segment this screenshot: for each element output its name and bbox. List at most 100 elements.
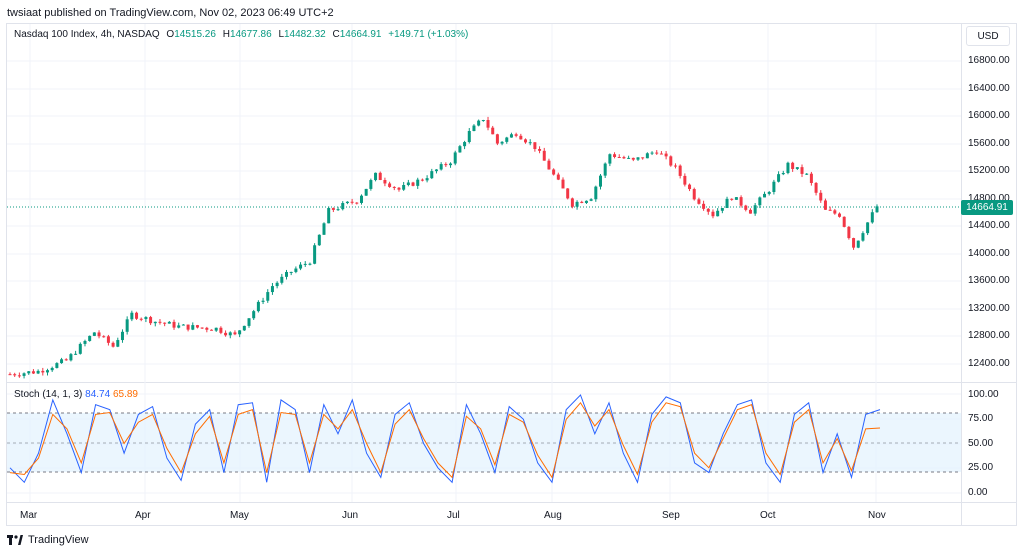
candle-body bbox=[41, 370, 45, 373]
candle-body bbox=[238, 330, 242, 335]
price-tick: 15600.00 bbox=[968, 138, 1010, 149]
candle-body bbox=[669, 156, 673, 166]
candle-body bbox=[261, 300, 265, 302]
candle-body bbox=[313, 245, 317, 264]
candle-body bbox=[533, 142, 537, 150]
candle-body bbox=[69, 354, 73, 361]
candle-body bbox=[683, 175, 687, 185]
candle-body bbox=[191, 325, 195, 330]
currency-button[interactable]: USD bbox=[966, 26, 1010, 46]
candle-body bbox=[617, 156, 621, 158]
candle-body bbox=[739, 197, 743, 206]
stoch-k-value: 84.74 bbox=[85, 389, 111, 400]
candle-body bbox=[655, 152, 659, 154]
candle-body bbox=[92, 332, 96, 336]
candle-body bbox=[378, 172, 382, 180]
candle-body bbox=[374, 172, 378, 181]
candle-body bbox=[870, 212, 874, 223]
candle-body bbox=[641, 157, 645, 159]
candle-body bbox=[463, 142, 467, 147]
candle-body bbox=[172, 321, 176, 328]
candle-body bbox=[341, 203, 345, 210]
price-tick: 12800.00 bbox=[968, 330, 1010, 341]
time-axis-separator bbox=[6, 502, 1017, 503]
candle-body bbox=[74, 353, 78, 355]
candle-body bbox=[102, 336, 106, 338]
price-tick: 16800.00 bbox=[968, 55, 1010, 66]
candle-body bbox=[120, 331, 124, 341]
candle-body bbox=[383, 179, 387, 184]
candle-body bbox=[805, 173, 809, 175]
footer[interactable]: TradingView bbox=[7, 534, 89, 546]
symbol-legend[interactable]: Nasdaq 100 Index, 4h, NASDAQ O14515.26 H… bbox=[14, 29, 468, 40]
candle-body bbox=[252, 311, 256, 319]
candle-body bbox=[758, 197, 762, 206]
candle-body bbox=[491, 127, 495, 135]
candle-body bbox=[730, 198, 734, 200]
candle-body bbox=[650, 152, 654, 154]
chart-frame bbox=[6, 23, 1017, 526]
candle-body bbox=[22, 373, 26, 376]
stoch-tick: 25.00 bbox=[968, 462, 994, 473]
time-tick: Apr bbox=[135, 510, 151, 521]
candle-body bbox=[149, 317, 153, 324]
high-value: 14677.86 bbox=[229, 29, 272, 40]
candle-body bbox=[111, 342, 115, 347]
price-tick: 14400.00 bbox=[968, 220, 1010, 231]
time-tick: Aug bbox=[544, 510, 562, 521]
time-tick: Jun bbox=[342, 510, 359, 521]
change-value: +149.71 (+1.03%) bbox=[388, 29, 469, 40]
candle-body bbox=[833, 210, 837, 214]
candle-body bbox=[584, 200, 588, 203]
candle-body bbox=[214, 327, 218, 331]
candle-body bbox=[167, 321, 171, 324]
candle-body bbox=[763, 193, 767, 198]
candle-body bbox=[144, 317, 148, 319]
candle-body bbox=[195, 325, 199, 328]
candle-body bbox=[580, 201, 584, 203]
candle-body bbox=[106, 336, 110, 343]
candle-body bbox=[181, 324, 185, 326]
candle-body bbox=[336, 209, 340, 211]
candle-body bbox=[458, 146, 462, 153]
candle-body bbox=[280, 276, 284, 283]
candle-body bbox=[228, 332, 232, 336]
candle-body bbox=[866, 222, 870, 234]
candle-body bbox=[509, 134, 513, 138]
candle-body bbox=[17, 375, 21, 377]
candle-body bbox=[439, 164, 443, 170]
candle-body bbox=[725, 198, 729, 209]
candle-body bbox=[828, 209, 832, 211]
candle-body bbox=[795, 167, 799, 169]
candle-body bbox=[711, 211, 715, 217]
candle-body bbox=[556, 174, 560, 180]
stoch-legend[interactable]: Stoch (14, 1, 3) 84.74 65.89 bbox=[14, 389, 138, 400]
candle-body bbox=[608, 154, 612, 164]
candle-body bbox=[524, 139, 528, 143]
stoch-tick: 50.00 bbox=[968, 438, 994, 449]
candle-body bbox=[861, 233, 865, 241]
candle-body bbox=[411, 182, 415, 186]
candle-body bbox=[242, 325, 246, 331]
time-tick: Sep bbox=[662, 510, 680, 521]
candle-body bbox=[186, 324, 190, 330]
candle-body bbox=[786, 162, 790, 174]
low-label: L bbox=[278, 29, 284, 40]
candle-body bbox=[800, 167, 804, 174]
candle-body bbox=[467, 130, 471, 143]
candle-body bbox=[224, 332, 228, 336]
candle-body bbox=[519, 135, 523, 140]
candle-body bbox=[130, 312, 134, 320]
candle-body bbox=[355, 202, 359, 204]
stoch-d-value: 65.89 bbox=[112, 389, 138, 400]
candle-body bbox=[116, 340, 120, 347]
candle-body bbox=[538, 149, 542, 151]
stoch-tick: 0.00 bbox=[968, 487, 988, 498]
candle-body bbox=[27, 371, 31, 374]
candle-body bbox=[256, 301, 260, 312]
candle-body bbox=[420, 179, 424, 181]
candles-group bbox=[8, 116, 879, 379]
candle-body bbox=[294, 268, 298, 272]
candle-body bbox=[88, 335, 92, 341]
